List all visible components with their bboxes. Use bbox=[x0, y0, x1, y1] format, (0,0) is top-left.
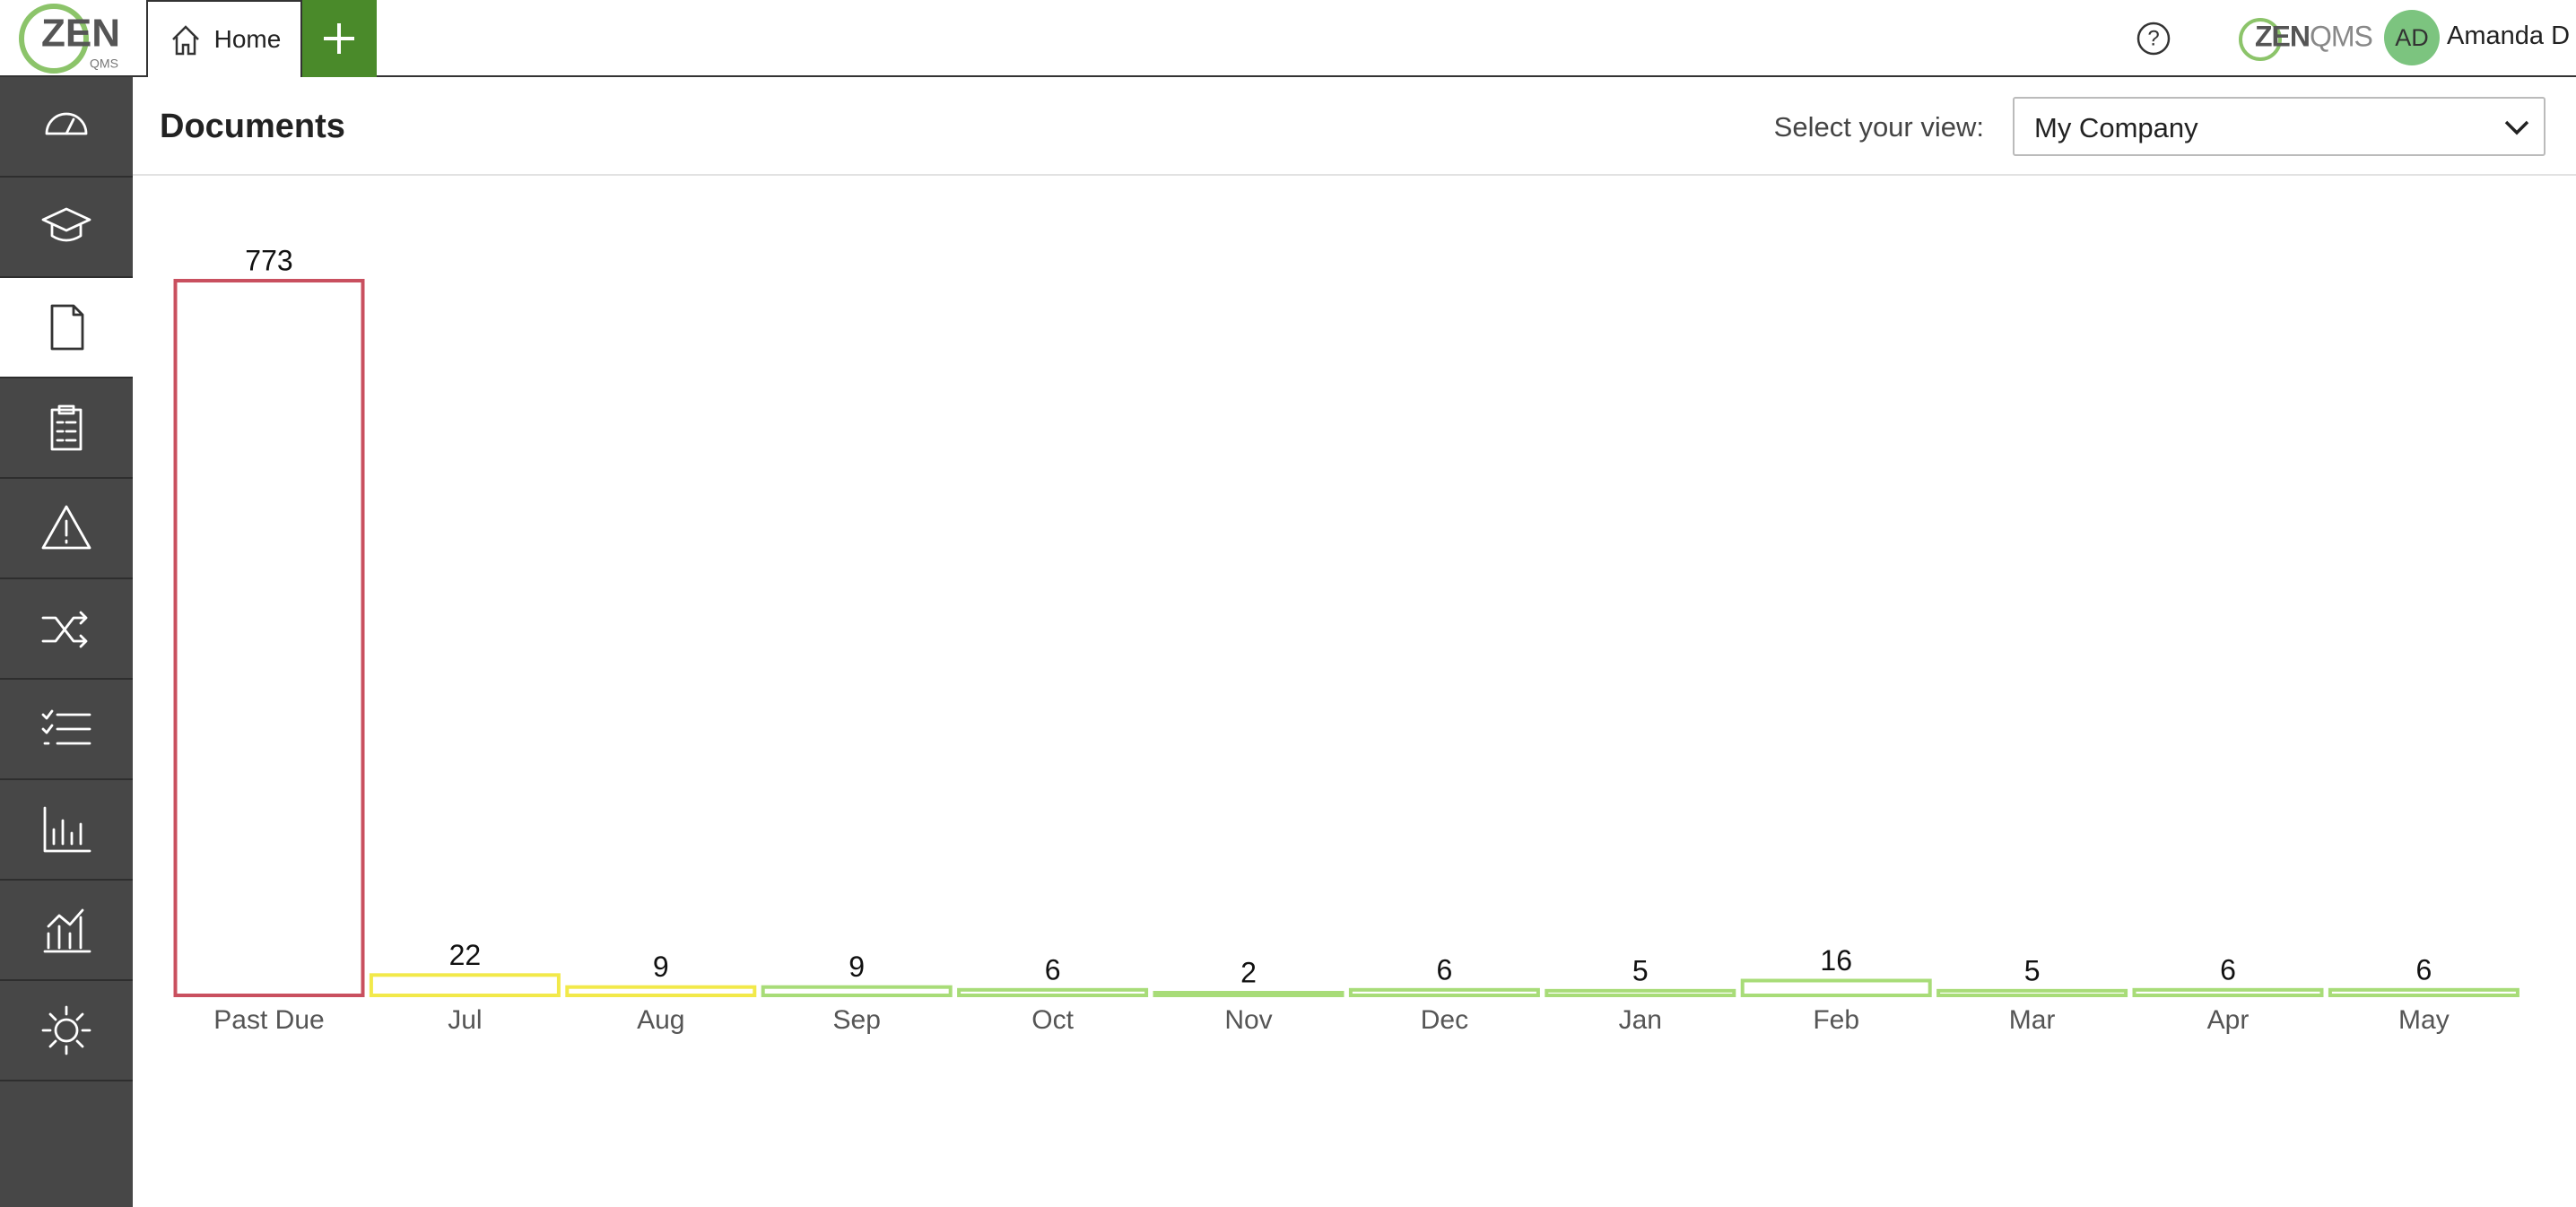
x-tick-label: Aug bbox=[637, 1005, 684, 1035]
add-button[interactable] bbox=[302, 0, 377, 77]
bar bbox=[1936, 988, 2128, 997]
x-tick-label: May bbox=[2398, 1005, 2450, 1035]
nav-item[interactable] bbox=[0, 981, 133, 1081]
value-label: 2 bbox=[1240, 956, 1257, 988]
home-icon bbox=[171, 25, 199, 56]
logo-text: ZEN bbox=[41, 12, 120, 56]
brand-bold: ZEN bbox=[2255, 20, 2310, 52]
nav-icon bbox=[41, 709, 91, 745]
value-label: 9 bbox=[849, 951, 865, 983]
brand-light: QMS bbox=[2310, 20, 2372, 52]
nav-item[interactable] bbox=[0, 579, 133, 680]
bar bbox=[1545, 988, 1736, 997]
nav-item[interactable] bbox=[0, 680, 133, 780]
nav-item[interactable] bbox=[0, 178, 133, 278]
x-tick-label: Dec bbox=[1421, 1005, 1468, 1035]
bar bbox=[369, 973, 561, 997]
nav-item[interactable] bbox=[0, 378, 133, 479]
bar bbox=[173, 279, 365, 997]
user-name[interactable]: Amanda D bbox=[2447, 22, 2571, 50]
value-label: 6 bbox=[2220, 953, 2236, 986]
sidebar bbox=[0, 77, 133, 1207]
bar bbox=[1740, 978, 1932, 997]
avatar-text: AD bbox=[2395, 24, 2429, 51]
page-header: Documents Select your view: My Company bbox=[133, 77, 2576, 176]
value-label: 22 bbox=[449, 939, 482, 971]
logo[interactable]: ZEN QMS bbox=[16, 2, 129, 75]
logo-sub: QMS bbox=[90, 56, 118, 71]
nav-item[interactable] bbox=[0, 881, 133, 981]
value-label: 773 bbox=[245, 244, 292, 276]
x-tick-label: Oct bbox=[1031, 1005, 1074, 1035]
x-tick-label: Past Due bbox=[213, 1005, 324, 1035]
avatar[interactable]: AD bbox=[2384, 10, 2441, 67]
view-select[interactable]: My Company bbox=[2013, 97, 2546, 156]
home-tab[interactable]: Home bbox=[146, 0, 302, 77]
help-button[interactable]: ? bbox=[2135, 20, 2172, 57]
help-text: ? bbox=[2147, 26, 2159, 50]
x-tick-label: Jul bbox=[448, 1005, 482, 1035]
value-label: 5 bbox=[1632, 954, 1649, 986]
nav-icon bbox=[43, 806, 91, 853]
nav-icon bbox=[43, 908, 91, 953]
x-tick-label: Sep bbox=[833, 1005, 881, 1035]
nav-item[interactable] bbox=[0, 780, 133, 881]
value-label: 6 bbox=[1437, 953, 1453, 986]
view-value: My Company bbox=[2034, 112, 2198, 143]
bar bbox=[2132, 987, 2324, 998]
nav-icon bbox=[45, 112, 88, 135]
bar bbox=[957, 987, 1149, 998]
nav-item[interactable] bbox=[0, 479, 133, 579]
x-tick-label: Feb bbox=[1813, 1005, 1859, 1035]
top-bar: ZEN QMS Home ? ZEN QMS AD Amanda D bbox=[0, 0, 2576, 77]
value-label: 5 bbox=[2024, 954, 2041, 986]
value-label: 9 bbox=[653, 951, 669, 983]
nav-item[interactable] bbox=[0, 278, 133, 378]
bar bbox=[761, 985, 953, 998]
nav-icon bbox=[41, 611, 88, 648]
bar bbox=[2328, 987, 2519, 998]
bar bbox=[1153, 991, 1345, 997]
nav-icon bbox=[41, 505, 91, 550]
x-tick-label: Mar bbox=[2009, 1005, 2056, 1035]
nav-icon bbox=[41, 1005, 91, 1055]
tab-label: Home bbox=[213, 25, 282, 53]
nav-icon bbox=[41, 207, 91, 242]
nav-item[interactable] bbox=[0, 77, 133, 178]
view-label: Select your view: bbox=[1773, 111, 1984, 143]
value-label: 6 bbox=[2416, 953, 2432, 986]
brand-logo: ZEN QMS bbox=[2239, 18, 2373, 61]
x-tick-label: Nov bbox=[1224, 1005, 1272, 1035]
nav-icon bbox=[50, 304, 84, 351]
nav-icon bbox=[50, 404, 83, 451]
page-title: Documents bbox=[160, 108, 345, 145]
value-label: 16 bbox=[1820, 944, 1852, 977]
value-label: 6 bbox=[1045, 953, 1061, 986]
bar bbox=[1348, 987, 1540, 998]
logo-ring bbox=[19, 4, 89, 74]
x-tick-label: Jan bbox=[1619, 1005, 1662, 1035]
bar bbox=[565, 985, 757, 998]
x-tick-label: Apr bbox=[2207, 1005, 2250, 1035]
